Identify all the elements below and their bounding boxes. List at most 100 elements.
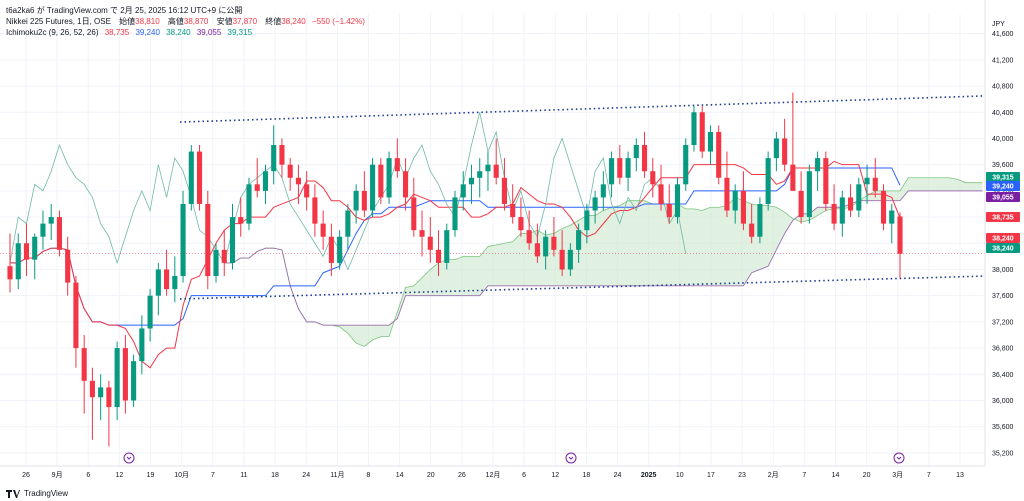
candle-body bbox=[205, 203, 211, 277]
upper-trend-line bbox=[179, 95, 986, 123]
x-tick-label: 12月 bbox=[486, 471, 501, 479]
candle-body bbox=[740, 190, 746, 224]
published-line: t6a2ka6 が TradingView.com で 2月 25, 2025 … bbox=[6, 6, 243, 15]
candle-body bbox=[427, 236, 433, 250]
candle-body bbox=[122, 348, 128, 401]
candle-body bbox=[435, 249, 442, 263]
x-tick-label: 17 bbox=[707, 472, 715, 479]
candle-body bbox=[460, 184, 466, 198]
y-tick-label: 40,400 bbox=[992, 110, 1014, 117]
x-tick-label: 2025 bbox=[641, 472, 657, 479]
high-value: 38,870 bbox=[183, 17, 209, 26]
candle-body bbox=[683, 145, 689, 185]
kijun-value: 39,240 bbox=[135, 28, 160, 37]
candle-body bbox=[856, 184, 862, 211]
candle-body bbox=[806, 171, 812, 218]
candle-body bbox=[633, 145, 639, 159]
price-badge-text: 38,240 bbox=[992, 236, 1014, 243]
candle-body bbox=[403, 171, 409, 198]
candle-body bbox=[757, 203, 763, 237]
candle-body bbox=[452, 197, 458, 231]
candle-body bbox=[188, 151, 194, 204]
candle-body bbox=[493, 164, 499, 178]
candle-body bbox=[880, 190, 887, 224]
open-label: 始値 bbox=[119, 17, 136, 26]
indicator-name[interactable]: Ichimoku2c (9, 26, 52, 26) bbox=[6, 28, 99, 37]
candle-body bbox=[823, 158, 829, 204]
candle-body bbox=[229, 217, 236, 263]
candle-body bbox=[386, 158, 392, 198]
candle-body bbox=[246, 184, 252, 224]
y-tick-label: 41,200 bbox=[992, 57, 1014, 64]
candle-body bbox=[518, 217, 524, 231]
candle-body bbox=[65, 249, 71, 283]
y-tick-label: 36,000 bbox=[992, 398, 1014, 405]
change-value: −550 (−1.42%) bbox=[311, 17, 365, 26]
close-value: 38,240 bbox=[281, 17, 306, 26]
candle-body bbox=[337, 236, 343, 263]
x-tick-label: 20 bbox=[427, 472, 435, 479]
candle-body bbox=[650, 171, 656, 185]
candle-body bbox=[164, 269, 170, 290]
candle-body bbox=[699, 112, 705, 152]
candle-body bbox=[353, 190, 359, 211]
y-tick-label: 39,600 bbox=[992, 162, 1014, 169]
candle-body bbox=[691, 112, 697, 146]
price-badge-text: 39,240 bbox=[992, 184, 1014, 191]
x-tick-label: 12 bbox=[551, 472, 559, 479]
x-tick-label: 18 bbox=[583, 472, 591, 479]
event-markers[interactable] bbox=[123, 452, 905, 464]
candle-body bbox=[444, 230, 450, 263]
x-tick-label: 26 bbox=[458, 472, 466, 479]
x-tick-label: 24 bbox=[614, 472, 622, 479]
low-label: 安値 bbox=[216, 17, 233, 26]
candle-body bbox=[477, 171, 483, 178]
x-tick-label: 20 bbox=[863, 472, 871, 479]
candle-body bbox=[328, 236, 334, 263]
x-tick-label: 6 bbox=[522, 472, 526, 479]
candle-body bbox=[510, 203, 516, 218]
candle-body bbox=[320, 223, 326, 237]
candle-body bbox=[534, 243, 540, 257]
price-badge bbox=[986, 243, 1020, 253]
candle-body bbox=[262, 171, 269, 191]
candle-body bbox=[7, 266, 13, 280]
candle-body bbox=[551, 236, 557, 250]
candle-body bbox=[106, 387, 112, 408]
x-tick-label: 7 bbox=[211, 472, 215, 479]
x-tick-label: 14 bbox=[832, 472, 840, 479]
candle-body bbox=[56, 217, 62, 250]
candle-body bbox=[32, 236, 38, 260]
candle-body bbox=[394, 158, 400, 172]
x-tick-label: 9月 bbox=[52, 471, 63, 479]
candle-body bbox=[147, 295, 153, 329]
x-tick-label: 26 bbox=[22, 472, 30, 479]
time-axis[interactable]: 26 9月 6 12 19 10月 7 11 18 24 11月 8 14 20 26 12月 6 12 18 24 2… bbox=[0, 465, 985, 479]
price-axis[interactable]: JPY 35,200 35,600 36,000 36,400 36,800 37,200 3… bbox=[984, 0, 1014, 466]
candle-body bbox=[361, 190, 367, 211]
candle-body bbox=[872, 177, 878, 191]
price-badge-text: 38,735 bbox=[992, 215, 1014, 222]
footer-brand-text: TradingView bbox=[24, 489, 69, 498]
candle-body bbox=[526, 230, 532, 244]
candle-body bbox=[658, 184, 664, 204]
close-label: 終値 bbox=[265, 17, 282, 26]
y-tick-label: 39,200 bbox=[992, 188, 1014, 195]
candle-body bbox=[287, 164, 293, 178]
candle-body bbox=[221, 249, 227, 263]
candle-body bbox=[716, 131, 722, 178]
y-tick-label: 37,200 bbox=[992, 319, 1014, 326]
candle-body bbox=[411, 197, 417, 231]
candle-body bbox=[782, 138, 788, 165]
x-tick-label: 23 bbox=[738, 472, 746, 479]
candle-body bbox=[559, 249, 565, 270]
candle-body bbox=[848, 197, 854, 211]
chikou-value: 38,240 bbox=[166, 28, 191, 37]
symbol-name[interactable]: Nikkei 225 Futures, 1日, OSE bbox=[6, 17, 111, 26]
y-tick-label: 36,400 bbox=[992, 372, 1014, 379]
candle-body bbox=[114, 348, 120, 408]
low-value: 37,870 bbox=[232, 17, 258, 26]
candle-body bbox=[304, 184, 310, 198]
y-tick-label: 35,200 bbox=[992, 450, 1014, 457]
